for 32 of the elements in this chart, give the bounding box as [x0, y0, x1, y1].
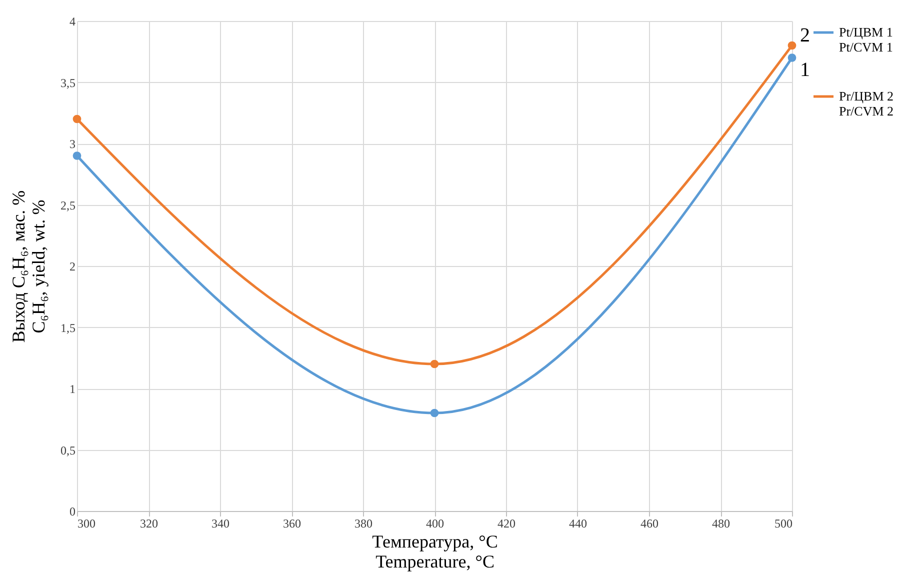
x-tick-label: 440	[569, 516, 587, 530]
x-tick-label: 360	[283, 516, 301, 530]
y-axis-title: Выход C₆H₆, мас. % C₆H₆, yield, wt. %	[8, 190, 48, 343]
y-tick-label: 0,5	[60, 443, 76, 458]
y-tick-label: 4	[70, 14, 76, 28]
y-tick-label: 0	[70, 504, 76, 518]
x-tick-label: 300	[78, 516, 96, 530]
x-tick-label: 340	[212, 516, 230, 530]
y-tick-label: 2,5	[60, 198, 76, 212]
x-tick-label: 480	[712, 516, 730, 530]
y-tick-label: 1,5	[60, 320, 76, 335]
y-tick-label: 2	[70, 260, 76, 274]
point	[72, 114, 82, 124]
point	[788, 41, 796, 50]
point	[72, 152, 82, 160]
x-tick-label: 320	[140, 516, 158, 530]
y-tick-label: 3	[70, 137, 76, 151]
x-tick-label: 460	[640, 516, 658, 530]
point	[430, 408, 439, 418]
x-tick-label: 400	[426, 516, 444, 530]
legend-label: Pr/ЦВМ 2 Pr/CVM 2	[839, 88, 894, 118]
x-tick-label: 500	[774, 516, 792, 530]
y-tick-label: 3,5	[60, 76, 76, 90]
x-axis-title: Температура, °C Temperature, °C	[372, 532, 498, 572]
annotation: 1	[800, 58, 810, 81]
point	[788, 54, 796, 62]
x-tick-label: 380	[354, 516, 372, 530]
y-tick-label: 1	[70, 382, 76, 396]
x-tick-label: 420	[498, 516, 516, 530]
annotation: 2	[800, 24, 810, 46]
legend-label: Pt/ЦВМ 1 Pt/CVM 1	[839, 24, 893, 54]
point	[430, 360, 439, 368]
